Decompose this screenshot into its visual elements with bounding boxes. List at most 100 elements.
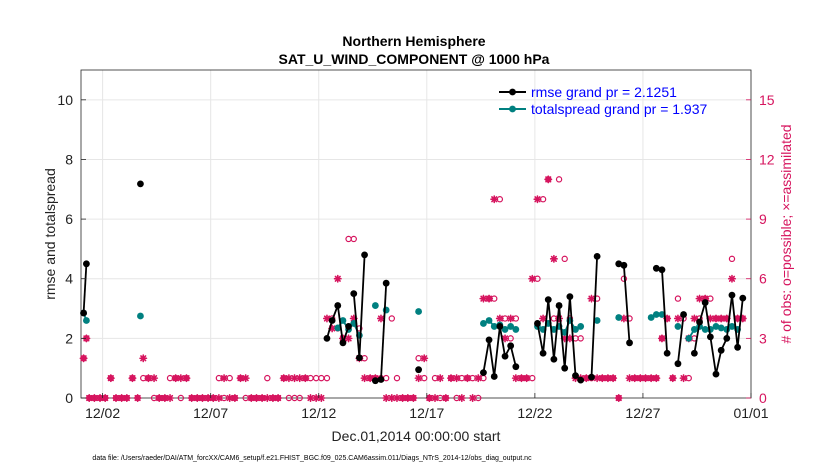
obs-assimilated-marker: [204, 393, 213, 403]
obs-assimilated-marker: [414, 374, 423, 383]
totalspread-point: [685, 334, 693, 342]
obs-possible-marker: [393, 374, 401, 382]
obs-possible-marker: [350, 235, 357, 243]
obs-assimilated-marker: [539, 314, 548, 323]
rmse-point: [663, 349, 671, 357]
obs-possible-marker: [388, 315, 395, 322]
rmse-point: [696, 318, 703, 326]
obs-assimilated-marker: [479, 294, 488, 303]
obs-assimilated-marker: [441, 393, 450, 403]
obs-assimilated-marker: [128, 374, 137, 383]
rmse-point: [83, 260, 90, 268]
rmse-point: [544, 296, 552, 303]
x-axis-label: Dec.01,2014 00:00:00 start: [332, 428, 501, 444]
series-layer: [80, 180, 747, 385]
totalspread-point: [334, 324, 342, 332]
totalspread-point: [480, 320, 487, 327]
rmse-point: [706, 333, 714, 341]
rmse-point: [339, 339, 347, 347]
rmse-point: [377, 376, 385, 383]
obs-assimilated-marker: [139, 354, 148, 363]
obs-assimilated-marker: [474, 374, 483, 383]
rmse-point: [701, 299, 709, 306]
rmse-point: [80, 309, 87, 317]
obs-assimilated-marker: [522, 374, 531, 383]
totalspread-point: [728, 323, 736, 330]
rmse-point: [501, 352, 509, 360]
rmse-line: [618, 262, 631, 343]
rmse-point: [572, 372, 579, 380]
series-totalspread: [80, 302, 741, 342]
obs-assimilated-marker: [706, 314, 715, 323]
y-tick-label: 4: [65, 271, 73, 287]
obs-possible-marker: [674, 295, 682, 302]
obs-assimilated-marker: [344, 334, 353, 343]
rmse-point: [350, 290, 358, 298]
rmse-point: [555, 302, 563, 309]
obs-assimilated-marker: [452, 374, 461, 383]
series-rmse: [80, 180, 747, 385]
obs-assimilated-marker: [376, 314, 385, 323]
obs-assimilated-marker: [544, 175, 553, 184]
x-tick-label: 12/17: [409, 405, 444, 421]
obs-assimilated-marker: [447, 374, 456, 383]
rmse-point: [739, 294, 747, 302]
y-axis-label: rmse and totalspread: [42, 168, 58, 300]
obs-assimilated-marker: [220, 374, 229, 383]
obs-assimilated-marker: [501, 334, 510, 343]
obs-assimilated-marker: [463, 374, 472, 383]
obs-assimilated-marker: [528, 274, 537, 283]
y2-axis-label: # of obs: o=possible; ×=assimilated: [778, 124, 794, 343]
obs-assimilated-marker: [495, 314, 504, 323]
rmse-point: [626, 339, 633, 347]
rmse-point: [490, 373, 498, 380]
x-tick-label: 12/02: [85, 405, 120, 421]
obs-assimilated-marker: [133, 393, 142, 403]
x-tick-label: 12/27: [625, 405, 660, 421]
y-tick-label: 6: [65, 211, 73, 227]
totalspread-point: [674, 323, 682, 330]
rmse-point: [480, 369, 487, 377]
obs-assimilated-marker: [322, 314, 331, 323]
obs-assimilated-marker: [506, 314, 515, 323]
obs-assimilated-marker: [117, 393, 126, 403]
legend: rmse grand pr = 2.1251 totalspread grand…: [499, 84, 708, 117]
totalspread-point: [717, 324, 725, 332]
obs-assimilated-marker: [366, 374, 375, 383]
x-axis-ticks: 12/02 12/07 12/12 12/17 12/22 12/27 01/01: [85, 393, 769, 421]
rmse-point: [561, 364, 569, 372]
totalspread-point: [577, 323, 585, 330]
obs-assimilated-marker: [295, 374, 304, 383]
y-tick-label: 0: [65, 390, 73, 406]
obs-assimilated-marker: [101, 393, 110, 403]
chart-subtitle: SAT_U_WIND_COMPONENT @ 1000 hPa: [279, 51, 550, 67]
totalspread-point: [137, 312, 144, 320]
rmse-point: [485, 336, 493, 344]
y2-tick-label: 12: [759, 151, 775, 167]
x-tick-label: 12/22: [517, 405, 552, 421]
y-tick-label: 10: [57, 92, 73, 108]
obs-assimilated-marker: [241, 374, 250, 383]
obs-assimilated-marker: [360, 374, 369, 383]
obs-layer: [79, 175, 747, 403]
totalspread-point: [658, 311, 666, 318]
obs-assimilated-marker: [436, 374, 445, 383]
obs-assimilated-marker: [263, 393, 272, 403]
obs-assimilated-marker: [230, 393, 239, 403]
rmse-point: [355, 354, 363, 362]
data-file-note: data file: /Users/raeder/DAI/ATM_forcXX/…: [92, 455, 532, 462]
totalspread-point: [512, 326, 520, 333]
rmse-point: [680, 311, 687, 318]
totalspread-point: [701, 326, 709, 333]
obs-assimilated-marker: [582, 374, 591, 383]
rmse-point: [507, 342, 515, 350]
rmse-point: [652, 264, 660, 272]
rmse-point: [534, 320, 541, 327]
obs-assimilated-marker: [274, 393, 283, 403]
obs-assimilated-marker: [382, 393, 391, 403]
obs-possible-marker: [264, 374, 271, 382]
rmse-line: [693, 294, 744, 375]
rmse-point: [371, 377, 379, 385]
obs-assimilated-marker: [679, 374, 688, 383]
